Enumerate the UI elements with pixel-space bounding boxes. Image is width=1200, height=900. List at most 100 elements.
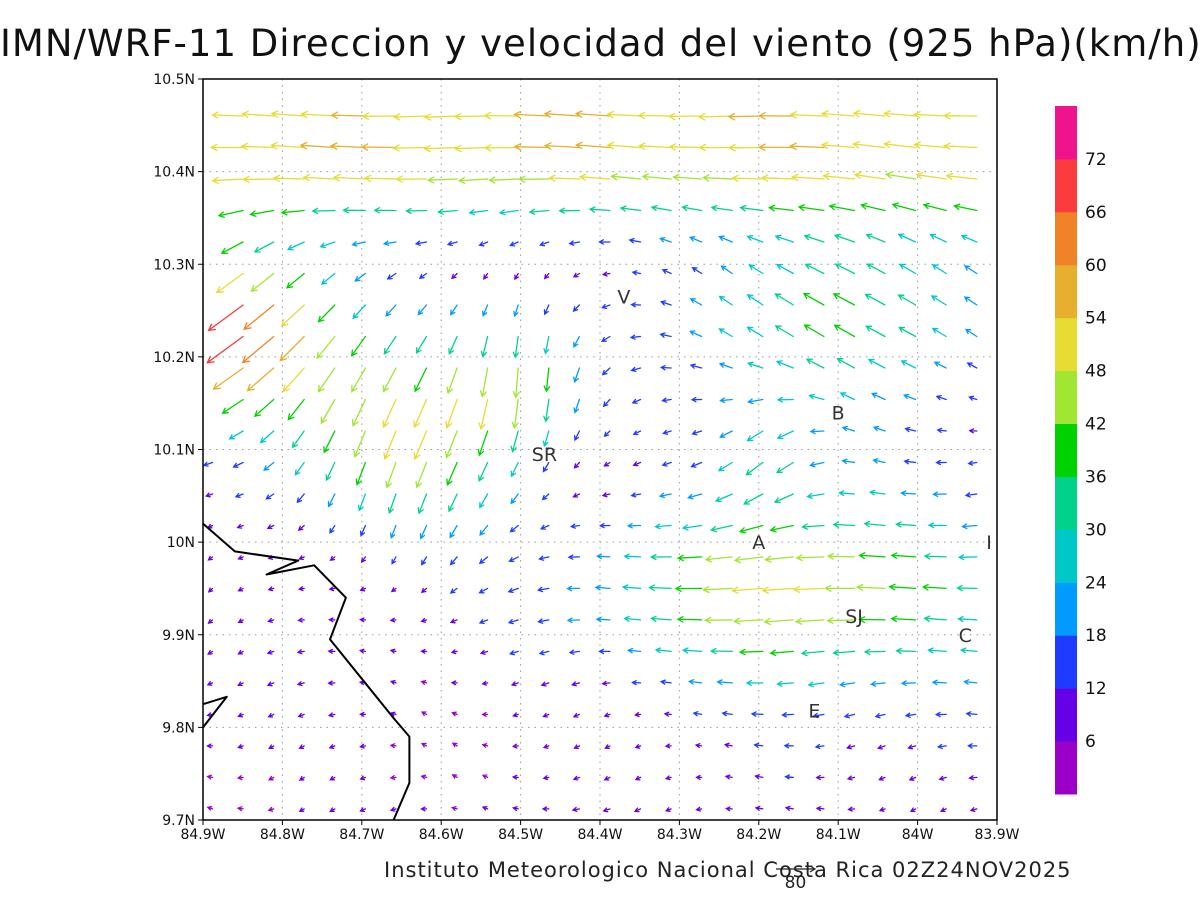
wind-arrow bbox=[539, 524, 550, 530]
wind-arrow bbox=[512, 335, 520, 359]
wind-arrow bbox=[969, 807, 978, 813]
wind-arrow bbox=[317, 367, 336, 393]
wind-arrow bbox=[967, 743, 978, 749]
wind-arrow bbox=[718, 295, 733, 306]
wind-arrow bbox=[594, 584, 611, 591]
wind-arrow bbox=[606, 141, 642, 150]
wind-arrow bbox=[241, 335, 275, 364]
wind-arrow bbox=[745, 679, 764, 686]
wind-arrow bbox=[621, 584, 642, 591]
wind-arrow bbox=[789, 111, 825, 119]
wind-arrow bbox=[690, 461, 703, 468]
reference-arrow bbox=[776, 865, 817, 873]
wind-arrow bbox=[664, 807, 672, 812]
wind-arrow bbox=[413, 398, 428, 429]
wind-arrow bbox=[938, 775, 947, 781]
wind-arrow bbox=[389, 680, 397, 685]
axis-labels: 84.9W 84.8W 84.7W 84.6W 84.5W 84.4W 84.3W 84.2W… bbox=[153, 72, 1019, 843]
wind-arrow bbox=[329, 524, 336, 534]
wind-arrow bbox=[832, 293, 856, 306]
wind-arrow bbox=[960, 234, 978, 243]
wind-arrow bbox=[332, 173, 367, 182]
wind-arrow bbox=[327, 680, 336, 686]
wind-arrow bbox=[859, 202, 886, 212]
wind-arrow bbox=[601, 367, 611, 376]
wind-arrow bbox=[240, 142, 275, 151]
wind-arrow bbox=[509, 650, 519, 656]
wind-arrow bbox=[298, 744, 305, 750]
wind-arrow bbox=[446, 461, 458, 487]
wind-arrow bbox=[297, 586, 305, 592]
wind-arrow bbox=[249, 209, 275, 217]
wind-arrow bbox=[698, 143, 733, 152]
wind-arrow bbox=[809, 428, 825, 435]
wind-arrow bbox=[718, 328, 733, 338]
wind-arrow bbox=[895, 521, 917, 528]
wind-arrow bbox=[417, 493, 428, 515]
wind-arrow bbox=[601, 492, 611, 498]
wind-arrow bbox=[207, 555, 214, 561]
wind-arrow bbox=[865, 233, 886, 243]
wind-arrow bbox=[883, 110, 917, 118]
wind-arrow bbox=[542, 712, 550, 718]
wind-arrow bbox=[420, 806, 428, 812]
wind-arrow bbox=[572, 492, 581, 498]
wind-arrow bbox=[690, 396, 703, 403]
wind-arrow bbox=[801, 523, 825, 530]
wind-arrow bbox=[510, 430, 519, 453]
wind-arrow bbox=[626, 647, 642, 654]
wind-arrow bbox=[601, 303, 611, 310]
colorbar-segment bbox=[1055, 106, 1077, 160]
wind-arrow bbox=[237, 744, 244, 749]
wind-arrow bbox=[968, 395, 978, 401]
wind-arrow bbox=[446, 240, 458, 247]
wind-arrow bbox=[359, 617, 367, 623]
wind-arrow bbox=[355, 461, 367, 486]
wind-arrow bbox=[287, 398, 305, 421]
wind-arrow bbox=[631, 680, 642, 686]
wind-arrow bbox=[479, 649, 489, 655]
wind-arrow bbox=[451, 711, 458, 717]
wind-arrow bbox=[598, 648, 611, 655]
wind-arrow bbox=[750, 711, 764, 717]
wind-arrow bbox=[514, 272, 519, 281]
wind-arrow bbox=[674, 585, 703, 592]
wind-arrow bbox=[758, 143, 794, 152]
lon-tick-label: 84.1W bbox=[816, 827, 861, 843]
wind-arrow bbox=[280, 208, 305, 216]
wind-arrow bbox=[263, 461, 275, 471]
wind-arrow bbox=[805, 358, 825, 369]
wind-arrow bbox=[512, 367, 520, 399]
wind-arrow bbox=[481, 774, 489, 780]
wind-arrow bbox=[236, 523, 244, 529]
wind-arrow bbox=[776, 430, 794, 440]
wind-arrow bbox=[900, 360, 917, 369]
wind-arrow bbox=[659, 679, 672, 685]
wind-arrow bbox=[453, 144, 489, 153]
wind-arrow bbox=[826, 617, 856, 624]
wind-arrow bbox=[414, 240, 428, 246]
colorbar: 6 12 18 24 30 36 42 48 54 60 66 72 bbox=[1055, 106, 1107, 795]
wind-arrow bbox=[897, 233, 917, 243]
wind-arrow bbox=[359, 775, 367, 781]
wind-arrow bbox=[957, 554, 978, 561]
wind-arrow bbox=[681, 204, 703, 212]
wind-arrow bbox=[543, 335, 550, 355]
wind-arrow bbox=[352, 304, 367, 320]
wind-arrow bbox=[327, 493, 336, 508]
wind-arrow bbox=[538, 555, 550, 561]
wind-arrow bbox=[935, 459, 947, 466]
wind-arrow bbox=[543, 142, 581, 150]
wind-arrow bbox=[572, 272, 581, 278]
wind-arrow bbox=[957, 615, 978, 623]
colorbar-label: 6 bbox=[1085, 732, 1096, 752]
wind-arrow bbox=[488, 176, 519, 184]
wind-arrow bbox=[686, 493, 703, 500]
lat-tick-label: 9.7N bbox=[162, 813, 195, 829]
wind-arrow bbox=[211, 111, 244, 119]
wind-arrow bbox=[913, 141, 947, 149]
wind-arrow bbox=[205, 492, 214, 498]
wind-arrow bbox=[900, 490, 917, 497]
colorbar-segment bbox=[1055, 635, 1077, 689]
wind-arrow bbox=[863, 648, 886, 656]
